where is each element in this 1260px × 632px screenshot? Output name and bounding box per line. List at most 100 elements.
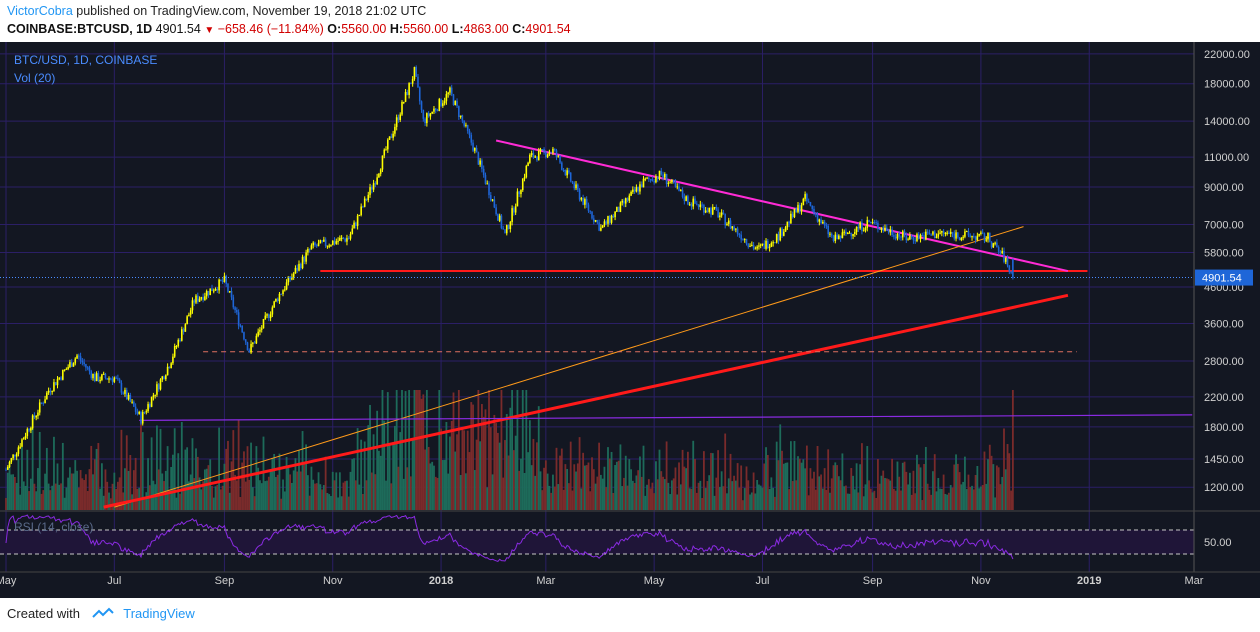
volume-bar [273,453,276,510]
candle-body [614,211,616,218]
volume-bar [774,496,776,510]
last-price-label: 4901.54 [1202,273,1242,285]
candle-body [910,235,913,237]
volume-bar [592,469,595,510]
volume-bar [28,491,30,510]
tradingview-link[interactable]: TradingView [123,606,195,621]
candle-body [552,148,554,153]
volume-bar [830,478,833,510]
rsi-pane [0,514,1194,562]
candle-body [511,208,513,222]
volume-bar [328,494,331,510]
volume-bar [972,489,975,510]
candle-body [147,404,149,412]
candle-body [136,411,139,414]
candle-body [466,124,469,131]
candle-body [731,226,734,229]
candle-body [51,391,53,393]
candle-body [832,235,835,242]
candle-body [401,101,403,115]
volume-bar [917,464,920,510]
volume-bar [360,439,363,510]
volume-bar [857,492,860,510]
candle-body [331,240,334,246]
candle-body [873,222,876,224]
candle-body [589,210,592,212]
candle-body [134,406,137,412]
volume-bar [825,489,828,510]
volume-bar [738,487,741,510]
y-tick-label: 2800.00 [1204,356,1244,368]
volume-bar [95,448,98,510]
volume-bar [267,476,270,510]
volume-bar [60,483,62,510]
candle-body [212,290,215,292]
volume-bar [473,470,476,510]
volume-bar [337,497,339,510]
volume-bar [603,466,606,510]
volume-bar [880,475,883,510]
volume-bar [182,485,185,510]
candle-body [546,154,549,158]
volume-bar [31,417,34,510]
candle-body [953,233,956,239]
volume-bar [223,463,226,510]
volume-bar [768,489,771,510]
volume-bar [944,493,947,510]
candle-body [101,374,103,380]
candle-body [937,233,940,237]
open-value: 5560.00 [341,22,387,36]
volume-bar [662,476,664,510]
volume-bar [797,456,799,510]
author-link[interactable]: VictorCobra [7,4,73,18]
trendlines-layer[interactable] [103,139,1193,509]
candle-body [672,179,675,183]
candle-body [402,101,405,103]
candle-body [990,241,993,248]
volume-bar [367,425,370,510]
candle-body [976,235,979,240]
volume-bar [482,416,485,510]
volume-bar [447,473,450,510]
y-tick-label: 3600.00 [1204,319,1244,331]
candle-body [690,204,693,207]
volume-bar [798,458,801,510]
volume-bar [594,483,597,510]
volume-bar [477,390,480,510]
volume-bar [631,480,634,510]
candle-body [181,329,183,341]
volume-bar [74,460,77,510]
volume-bar [108,492,110,510]
candle-body [699,204,702,208]
candle-body [575,184,577,189]
candle-body [996,242,998,248]
candle-body [129,394,132,402]
volume-bar [383,420,386,510]
volume-bar [140,418,142,510]
candle-body [459,115,462,117]
candle-body [323,239,325,242]
candle-body [724,214,726,226]
candle-body [997,247,1000,252]
candle-body [474,147,476,151]
candle-body [502,228,505,230]
candle-body [31,415,34,429]
candle-body [887,230,890,233]
volume-bar [259,480,261,510]
volume-bar [758,484,760,510]
volume-bar [363,441,366,510]
candle-body [443,101,446,104]
volume-bar [710,452,712,510]
candle-body [736,228,739,234]
volume-bar [591,457,593,510]
candle-body [221,280,224,282]
published-text: published on TradingView.com, November 1… [76,4,427,18]
volume-bar [40,493,43,510]
volume-bar [623,477,625,510]
volume-bar [54,483,57,510]
price-chart[interactable]: 22000.00 18000.00 14000.00 11000.00 9000.00 7… [0,42,1260,598]
volume-bar [349,471,352,510]
candle-body [591,211,593,219]
candle-body [816,214,819,222]
candle-body [390,136,393,138]
